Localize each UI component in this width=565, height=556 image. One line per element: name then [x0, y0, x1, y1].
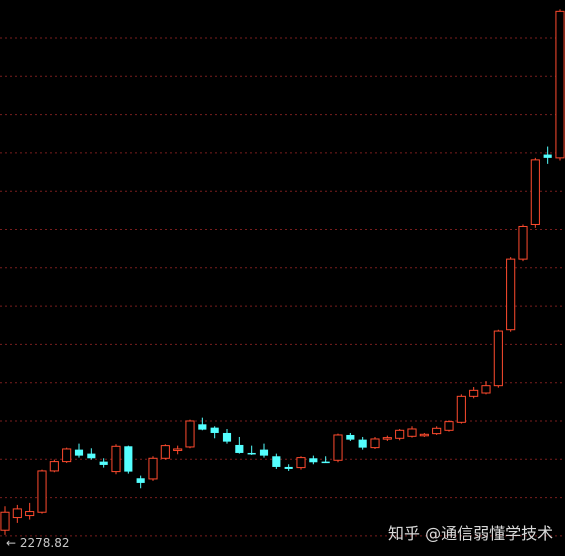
candle-body — [407, 428, 417, 437]
grid-lines — [0, 37, 565, 537]
candle-body — [99, 461, 108, 465]
candle-body — [296, 457, 306, 469]
candle-body — [530, 159, 540, 225]
candle-body — [444, 421, 454, 431]
candle-body — [37, 470, 47, 513]
candle-body — [272, 456, 281, 467]
candle-body — [543, 154, 552, 158]
candle-body — [111, 445, 121, 473]
candle-body — [87, 453, 96, 459]
candle-body — [518, 225, 528, 260]
candle-body — [210, 427, 219, 433]
candle-body — [309, 458, 318, 463]
watermark: 知乎 @通信弱懂学技术 — [388, 524, 554, 543]
candle-body — [136, 478, 145, 483]
candle-body — [506, 258, 516, 331]
candle-body — [370, 438, 380, 449]
candle-body — [235, 444, 244, 453]
candle-body — [160, 445, 170, 459]
candle-body — [0, 511, 10, 531]
candle-body — [333, 434, 343, 461]
candle-body — [49, 461, 59, 472]
candle-body — [62, 448, 72, 463]
candle-body — [358, 439, 367, 448]
candle-body — [148, 457, 158, 480]
candle-body — [382, 437, 392, 440]
candle-body — [346, 434, 355, 440]
candle-body — [25, 511, 35, 517]
candle-body — [555, 10, 565, 159]
candle-body — [173, 448, 183, 451]
candle-body — [247, 452, 256, 455]
min-price-label: ← 2278.82 — [6, 536, 70, 550]
candle-body — [198, 424, 207, 430]
candle-body — [259, 449, 269, 456]
candle-body — [12, 508, 22, 519]
candle-body — [124, 446, 133, 472]
candle-body — [481, 385, 491, 394]
candle-body — [469, 389, 479, 397]
candle-body — [493, 330, 503, 387]
candle-body — [185, 420, 195, 448]
candle-body — [74, 449, 84, 456]
candle-body — [222, 432, 232, 442]
candle-body — [395, 429, 405, 439]
candle-body — [321, 461, 330, 464]
candle-body — [456, 395, 466, 423]
candles — [0, 9, 565, 535]
candle-body — [419, 433, 429, 437]
candle-body — [432, 427, 442, 435]
candle-body — [284, 466, 293, 469]
